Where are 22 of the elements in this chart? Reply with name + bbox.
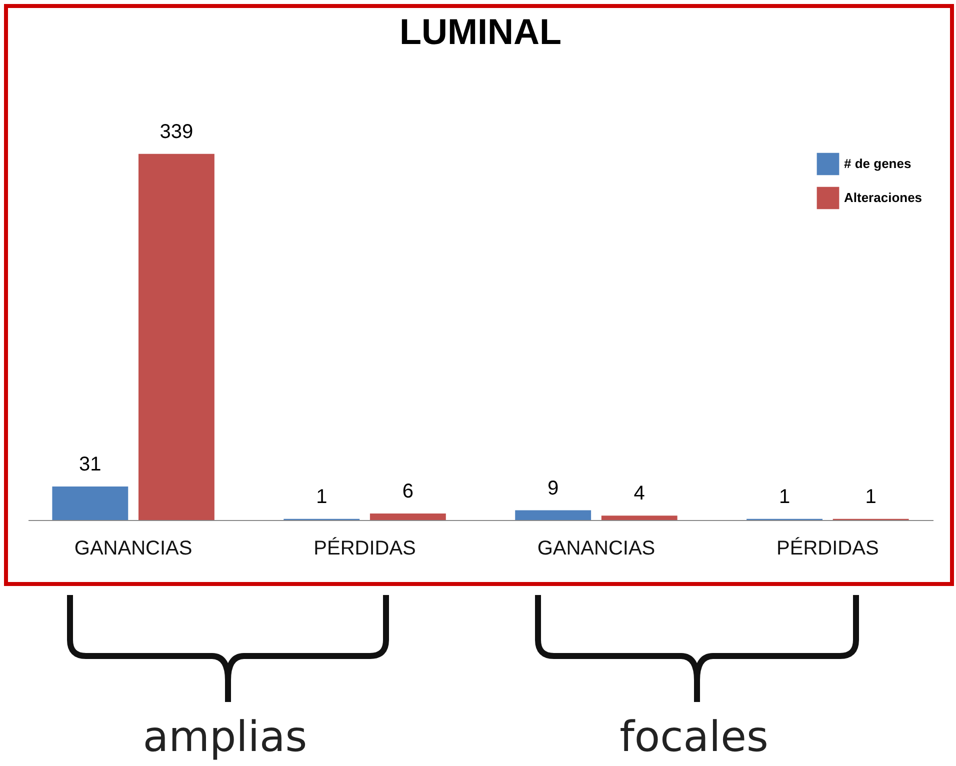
data-label: 6 <box>402 480 414 503</box>
data-label: 31 <box>79 454 102 476</box>
chart-title: LUMINAL <box>400 10 562 52</box>
bar <box>52 486 128 520</box>
data-label: 9 <box>548 477 559 500</box>
data-label: 1 <box>778 486 790 508</box>
x-tick-label: PÉRDIDAS <box>314 536 416 560</box>
bar <box>515 510 592 520</box>
x-tick-label: PÉRDIDAS <box>776 536 879 560</box>
legend-label: Alteraciones <box>844 190 922 205</box>
x-tick-label: GANANCIAS <box>74 538 192 560</box>
data-label: 4 <box>634 482 645 505</box>
bar <box>601 516 678 520</box>
data-label: 1 <box>865 486 876 508</box>
data-label: 339 <box>160 120 194 143</box>
text: focales <box>620 712 768 761</box>
text: amplias <box>142 712 308 761</box>
legend-label: # de genes <box>844 156 912 171</box>
bar <box>138 154 214 520</box>
bar <box>370 514 446 520</box>
x-tick-label: GANANCIAS <box>537 538 656 560</box>
data-label: 1 <box>316 486 328 508</box>
